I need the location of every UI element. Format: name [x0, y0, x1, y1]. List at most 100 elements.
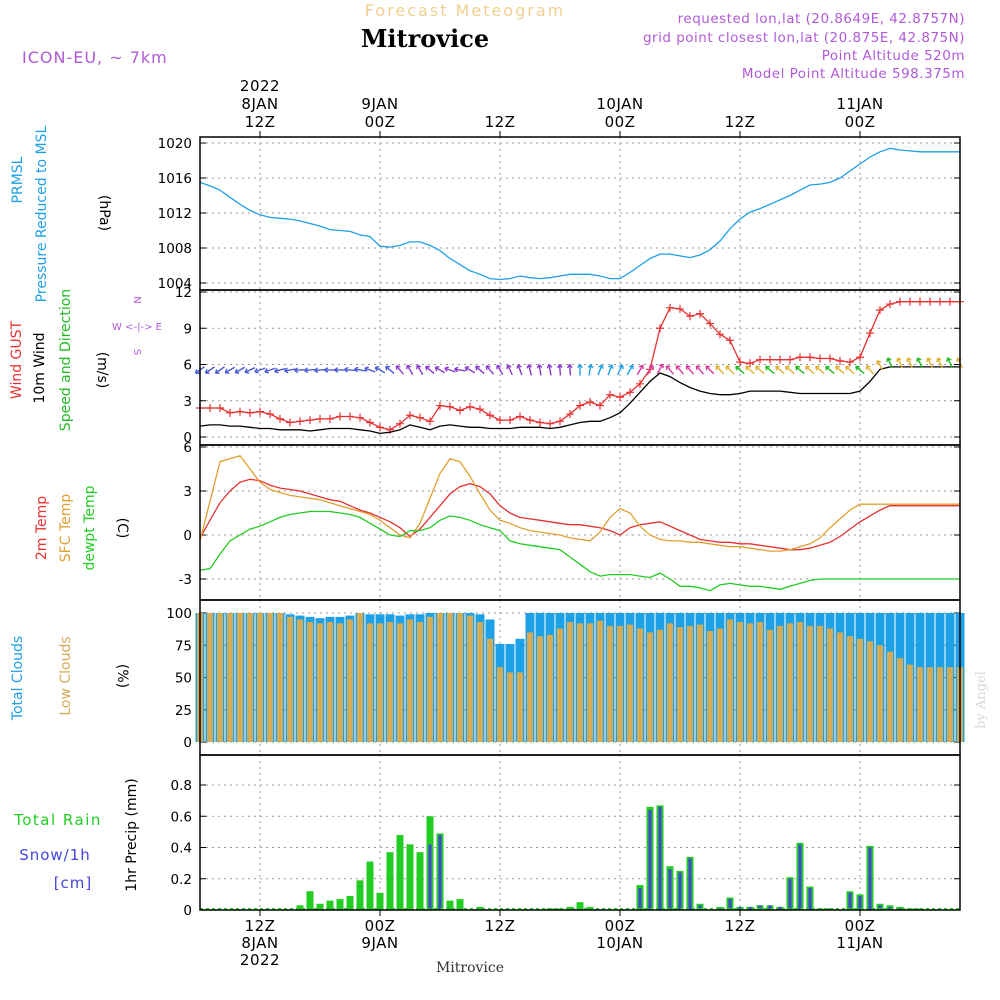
temperature-ylabel-2: dewpt Temp — [82, 485, 98, 570]
rain-bar — [396, 835, 404, 910]
top-time-label: 12Z — [245, 113, 276, 131]
gust-marker — [426, 417, 434, 426]
pressure-panel: 1004 1008 1012 1016 1020 PRMSL Pressure Reduce… — [10, 125, 961, 302]
bottom-time-label: 00Z — [365, 917, 396, 935]
low-cloud-bar — [757, 622, 763, 742]
low-cloud-bar — [207, 613, 213, 742]
wind-series-1-line — [199, 366, 960, 435]
low-cloud-bar — [277, 613, 283, 742]
wind-arrow-head — [536, 364, 543, 369]
rain-bar — [566, 906, 574, 910]
wind-arrow-head — [775, 365, 780, 371]
low-cloud-bar — [917, 667, 923, 742]
gust-marker — [706, 319, 714, 328]
precip-label-rain: Total Rain — [13, 811, 102, 829]
y-tick-label: 6 — [183, 358, 192, 374]
rain-bar — [386, 852, 394, 910]
low-cloud-bar — [647, 632, 653, 742]
low-cloud-bar — [667, 623, 673, 742]
wind-direction-arrow — [224, 366, 236, 374]
wind-direction-arrow — [607, 364, 613, 376]
wind-direction-arrow — [715, 365, 725, 375]
gust-marker — [246, 408, 254, 417]
wind-arrow-head — [685, 365, 691, 370]
low-cloud-bar — [907, 664, 913, 742]
low-cloud-bar — [337, 623, 343, 742]
wind-arrow-head — [274, 367, 279, 374]
low-cloud-bar — [567, 622, 573, 742]
wind-direction-arrow — [485, 365, 495, 375]
y-tick-label: 1020 — [158, 136, 192, 152]
snow-bar — [718, 908, 722, 910]
wind-arrow-head — [294, 367, 299, 374]
wind-direction-arrow — [304, 368, 316, 372]
rain-bar — [576, 902, 584, 910]
y-tick-label: 3 — [183, 484, 192, 500]
low-cloud-bar — [437, 613, 443, 742]
location-title: Mitrovice — [361, 24, 489, 53]
wind-arrow-head — [658, 363, 664, 369]
gust-marker — [616, 393, 624, 402]
wind-arrow-head — [344, 366, 349, 373]
bottom-time-label: 11JAN — [836, 934, 883, 952]
wind-direction-arrow — [897, 357, 903, 369]
wind-direction-arrow — [416, 364, 424, 376]
wind-arrow-head — [865, 365, 871, 370]
wind-arrow-head — [725, 365, 731, 371]
gust-marker — [696, 309, 704, 318]
low-cloud-bar — [717, 628, 723, 742]
wind-arrow-head — [264, 368, 269, 374]
gust-marker — [746, 359, 754, 368]
snow-bar — [638, 888, 642, 910]
low-cloud-bar — [447, 613, 453, 742]
low-cloud-bar — [587, 623, 593, 742]
wind-direction-arrow — [876, 360, 884, 371]
wind-arrow-head — [464, 366, 470, 372]
wind-arrow-head — [214, 369, 220, 374]
wind-arrow-head — [496, 364, 502, 370]
gust-marker — [656, 324, 664, 333]
y-tick-label: 0 — [183, 528, 192, 544]
gust-marker — [566, 410, 574, 419]
wind-direction-arrow — [496, 364, 504, 376]
gust-marker — [496, 416, 504, 425]
top-time-label: 00Z — [365, 113, 396, 131]
gust-marker — [916, 297, 924, 306]
wind-ylabel-1: 10m Wind — [32, 332, 48, 403]
snow-bar — [668, 869, 672, 910]
low-cloud-bar — [837, 632, 843, 742]
gust-marker — [316, 414, 324, 423]
y-tick-label: 3 — [183, 394, 192, 410]
temperature-ylabel-0: 2m Temp — [34, 496, 50, 560]
wind-direction-arrow — [947, 357, 953, 369]
wind-arrow-head — [845, 365, 850, 371]
temperature-panel: -3 0 3 6 2m Temp SFC Temp dewpt Temp (C) — [34, 440, 961, 601]
low-cloud-bar — [317, 623, 323, 742]
snow-bar — [688, 858, 692, 910]
snow-bar — [698, 905, 702, 910]
compass-south: S — [131, 349, 142, 355]
wind-arrow-head — [598, 364, 604, 369]
wind-arrow-head — [916, 357, 922, 362]
wind-arrow-head — [556, 364, 563, 369]
wind-direction-arrow — [815, 365, 825, 375]
gust-marker — [886, 300, 894, 309]
wind-arrow-head — [695, 365, 701, 370]
snow-bar — [798, 844, 802, 910]
wind-direction-arrow — [244, 367, 256, 373]
rain-bar — [296, 905, 304, 910]
wind-direction-arrow — [675, 365, 685, 375]
wind-direction-arrow — [234, 366, 246, 374]
gust-marker — [766, 355, 774, 364]
low-cloud-bar — [577, 623, 583, 742]
gust-marker — [466, 402, 474, 411]
low-cloud-bar — [897, 658, 903, 742]
wind-arrow-head — [566, 364, 573, 369]
bottom-time-label: 2022 — [240, 951, 280, 969]
snow-bar — [878, 905, 882, 910]
rain-bar — [476, 906, 484, 910]
wind-direction-arrow — [626, 364, 634, 376]
bottom-time-label: 10JAN — [596, 934, 643, 952]
rain-bar — [336, 899, 344, 910]
